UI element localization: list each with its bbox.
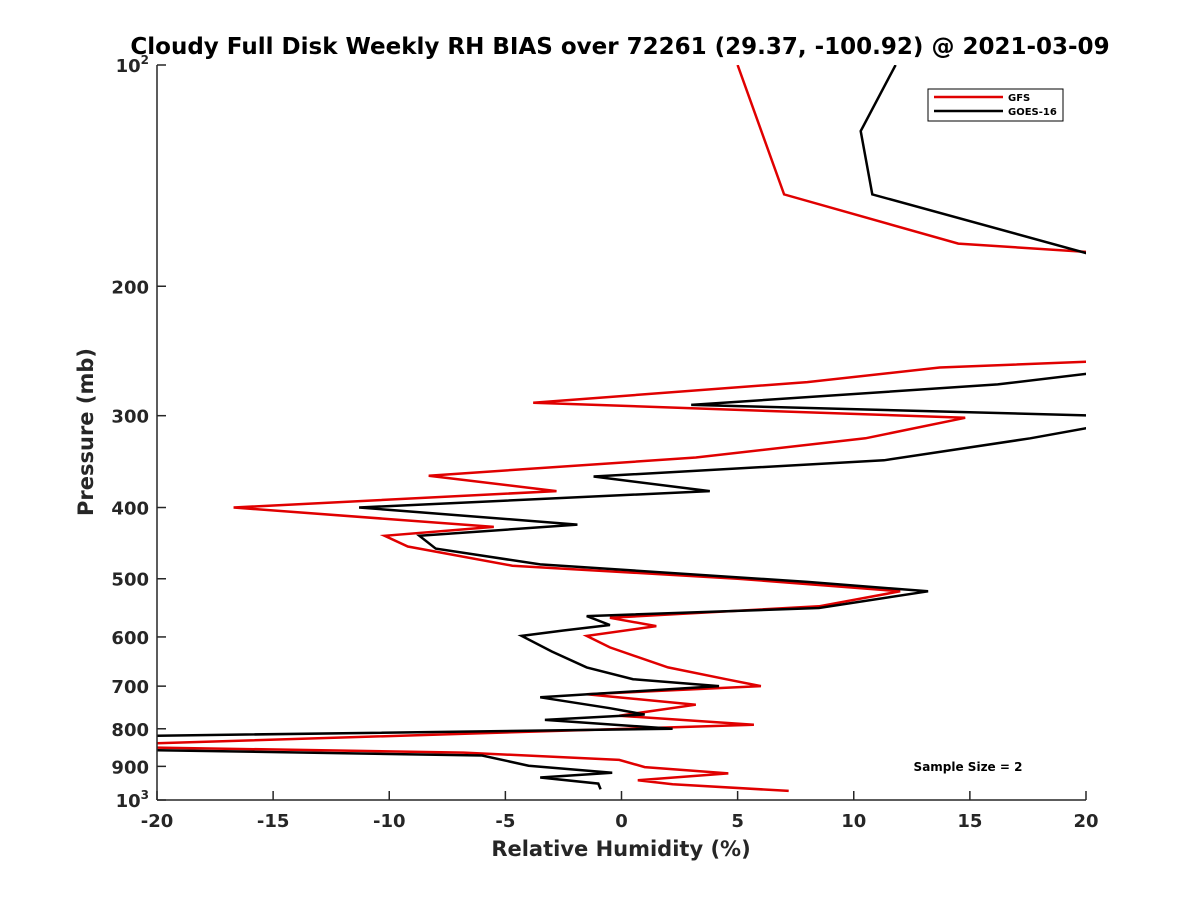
- y-tick-label: 102: [116, 53, 149, 77]
- x-tick-label: -15: [257, 811, 290, 832]
- x-tick-label: 10: [841, 811, 866, 832]
- x-tick-label: -5: [495, 811, 515, 832]
- y-tick-label: 500: [111, 570, 149, 591]
- y-ticks: 102 200 300 400 500 600 700 800 900 103: [111, 53, 166, 812]
- series-line-goes-16: [157, 65, 1086, 790]
- legend-label-gfs: GFS: [1008, 93, 1030, 104]
- y-tick-label: 103: [116, 788, 149, 812]
- y-tick-label: 700: [111, 677, 149, 698]
- x-tick-label: 0: [615, 811, 628, 832]
- legend-box: [927, 88, 1064, 122]
- series-layer: [157, 65, 1086, 793]
- legend: GFS GOES-16: [927, 88, 1064, 122]
- y-tick-label: 900: [111, 757, 149, 778]
- x-tick-label: -20: [141, 811, 174, 832]
- legend-label-goes16: GOES-16: [1008, 107, 1057, 118]
- x-tick-label: 20: [1073, 811, 1098, 832]
- y-tick-label: 600: [111, 628, 149, 649]
- y-tick-label: 400: [111, 499, 149, 520]
- series-line-gfs: [157, 65, 1086, 793]
- y-tick-label: 200: [111, 277, 149, 298]
- y-axis-label: Pressure (mb): [74, 348, 98, 516]
- x-tick-label: -10: [373, 811, 406, 832]
- y-tick-label: 300: [111, 407, 149, 428]
- chart-title: Cloudy Full Disk Weekly RH BIAS over 722…: [130, 34, 1109, 60]
- x-tick-label: 5: [731, 811, 744, 832]
- x-axis-label: Relative Humidity (%): [491, 837, 750, 861]
- sample-size-annotation: Sample Size = 2: [914, 760, 1023, 774]
- x-ticks: -20 -15 -10 -5 0 5 10 15 20: [141, 791, 1099, 832]
- x-tick-label: 15: [957, 811, 982, 832]
- y-tick-label: 800: [111, 720, 149, 741]
